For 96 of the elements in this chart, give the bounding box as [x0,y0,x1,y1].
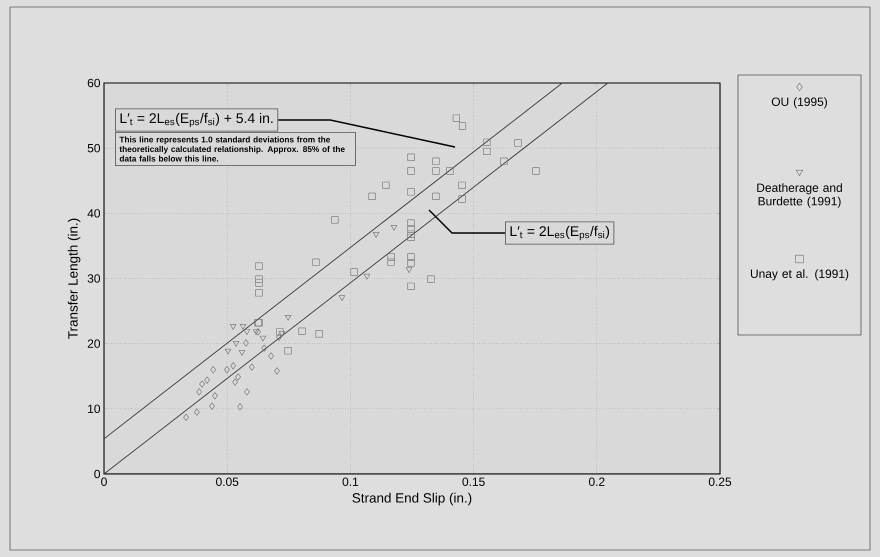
point [532,167,540,175]
point [483,138,491,146]
point [500,158,508,165]
point [284,347,292,354]
point [199,380,205,388]
point [230,324,236,330]
point [331,216,338,224]
point [382,182,390,189]
point [230,362,236,370]
point [276,328,284,336]
point [232,378,238,386]
point [274,367,280,375]
point [427,276,435,283]
x-tick-label: 0.2 [588,478,605,486]
point [407,259,415,266]
point [338,295,346,301]
point [255,289,263,296]
point [452,114,460,122]
point [268,352,274,360]
point [261,344,267,352]
point [514,139,522,147]
point [243,339,249,347]
point [212,392,218,400]
point [183,414,189,421]
x-axis-title: Strand End Slip (in.) [352,492,472,506]
point [284,314,292,321]
point [407,219,415,227]
y-tick-label: 60 [88,78,100,88]
point [350,268,358,276]
point [446,167,454,175]
x-tick-label: 0.15 [462,478,485,486]
point [210,366,216,374]
point [255,276,263,283]
point [194,408,200,416]
point [407,154,415,161]
y-tick-label: 30 [88,274,100,283]
point [244,388,250,396]
legend-label: Deatherage and Burdette (1991) [757,183,842,208]
point [407,282,415,290]
point [255,262,263,270]
point [224,348,232,354]
text: L′$_{t}$ = 2L$_{es}$(E$_{ps}$/f$_{si}$) + 5.4 in. [120,112,273,128]
point [244,329,250,335]
y-tick-label: 10 [88,404,100,414]
text: L′$_{t}$ = 2L$_{es}$(E$_{ps}$/f$_{si}$) [510,226,610,240]
point [407,253,415,261]
x-tick-label: 0.25 [708,478,732,486]
point [432,158,440,165]
point [276,334,282,341]
point [316,330,323,338]
point [260,336,266,342]
point [235,373,241,380]
y-axis-title: Transfer Length (in.) [68,218,80,339]
x-tick-label: 0.1 [342,478,358,486]
point [432,192,440,200]
x-tick-label: 0 [101,478,107,486]
point [406,267,412,273]
point [458,122,466,130]
point [458,195,466,203]
annotation: This line represents 1.0 standard deviations from the theoretically calculated relationship. Approx. 85% of the data falls below this line. [119,136,345,162]
point [483,148,491,156]
point [204,376,210,384]
point [238,350,246,356]
point [255,328,261,336]
point [240,324,246,330]
point [252,329,260,335]
point [298,328,306,335]
y-tick-label: 0 [94,470,100,478]
y-tick-label: 50 [88,144,100,152]
point [209,402,215,410]
point [196,388,202,396]
point [255,279,263,287]
point [407,225,415,233]
point [368,192,376,200]
point [407,188,415,196]
point [390,225,398,231]
legend-label: OU (1995) [772,97,827,108]
point [224,366,230,374]
point [432,167,440,175]
point [364,274,370,280]
y-tick-label: 20 [88,339,100,348]
point [278,331,286,337]
point [407,234,415,242]
point [372,232,380,238]
point [237,403,243,410]
y-tick-label: 40 [87,209,100,218]
x-tick-label: 0.05 [216,478,238,486]
point [458,182,466,189]
point [249,364,255,371]
point [407,167,415,175]
point [387,258,395,266]
legend-label: Unay et al. (1991) [750,269,848,280]
point [407,230,415,238]
point [387,253,395,261]
point [232,341,240,347]
point [312,258,320,266]
